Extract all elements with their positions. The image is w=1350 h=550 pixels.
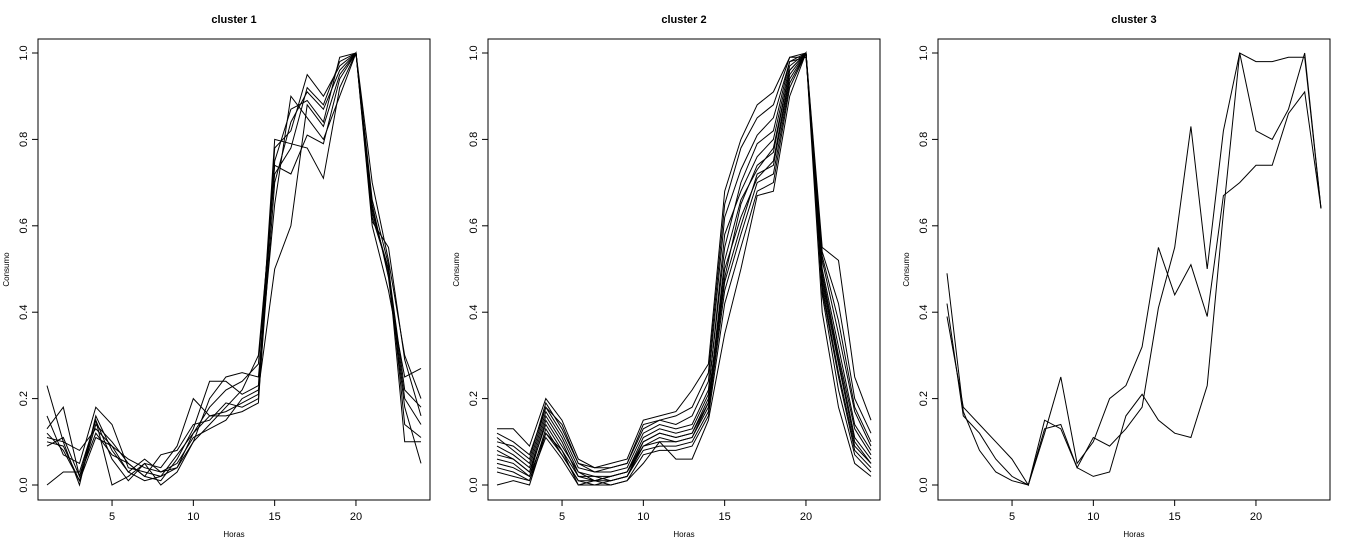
series-line-5 — [496, 51, 872, 482]
series-line-7 — [46, 52, 422, 482]
y-tick-label: 0.2 — [918, 391, 930, 406]
chart-title: cluster 2 — [661, 14, 706, 26]
x-tick-label: 10 — [1087, 511, 1099, 523]
x-axis-label: Horas — [1123, 530, 1144, 539]
x-tick-label: 10 — [637, 511, 649, 523]
x-tick-label: 20 — [800, 511, 812, 523]
y-tick-label: 0.8 — [468, 132, 480, 147]
y-tick-label: 0.4 — [468, 305, 480, 320]
y-axis-label: Consumo — [452, 252, 461, 287]
series-line-4 — [496, 51, 872, 482]
y-tick-label: 0.0 — [468, 477, 480, 492]
chart-title: cluster 3 — [1111, 14, 1156, 26]
series-line-1 — [46, 51, 422, 487]
y-tick-label: 0.8 — [918, 132, 930, 147]
x-tick-label: 15 — [269, 511, 281, 523]
y-tick-label: 0.0 — [18, 477, 30, 492]
plot-frame — [37, 38, 431, 501]
chart-panel-2: cluster 2 5 10 15 20 0.0 0.2 0.4 0.6 0.8 1.0 Horas C… — [452, 14, 881, 539]
x-tick-label: 10 — [187, 511, 199, 523]
chart-panel-1: cluster 1 5 10 15 20 0.0 0.2 0.4 0.6 0.8 1.0 Horas C… — [2, 14, 431, 539]
plot-frame — [937, 38, 1331, 501]
x-axis-label: Horas — [673, 530, 694, 539]
chart-panel-3: cluster 3 5 10 15 20 0.0 0.2 0.4 0.6 0.8 1.0 Horas C… — [902, 14, 1331, 539]
series-line-12 — [496, 56, 872, 469]
y-tick-label: 0.2 — [468, 391, 480, 406]
series-line-3 — [46, 52, 421, 486]
x-tick-label: 15 — [1169, 511, 1181, 523]
y-tick-label: 0.0 — [918, 477, 930, 492]
series-line-3 — [946, 52, 1322, 487]
y-tick-label: 0.6 — [468, 218, 480, 233]
series-line-2 — [46, 52, 422, 477]
series-line-1 — [497, 52, 872, 469]
series-line-3 — [496, 56, 872, 473]
y-axis-label: Consumo — [902, 252, 911, 287]
series-line-5 — [46, 51, 422, 482]
y-axis-label: Consumo — [2, 252, 11, 287]
x-tick-label: 20 — [350, 511, 362, 523]
series-line-10 — [496, 51, 872, 482]
x-tick-label: 5 — [1009, 511, 1015, 523]
y-tick-label: 0.4 — [18, 305, 30, 320]
x-tick-label: 5 — [559, 511, 565, 523]
x-tick-label: 20 — [1250, 511, 1262, 523]
chart-title: cluster 1 — [211, 14, 256, 26]
series-line-11 — [496, 51, 872, 482]
y-tick-label: 0.6 — [918, 218, 930, 233]
y-tick-label: 0.8 — [18, 132, 30, 147]
series-line-8 — [46, 51, 422, 482]
plot-frame — [487, 38, 881, 501]
x-axis-label: Horas — [223, 530, 244, 539]
series-line-6 — [46, 51, 422, 483]
y-tick-label: 0.6 — [18, 218, 30, 233]
x-tick-label: 5 — [109, 511, 115, 523]
series-line-7 — [496, 52, 872, 477]
y-tick-label: 0.4 — [918, 305, 930, 320]
y-tick-label: 0.2 — [18, 391, 30, 406]
x-tick-label: 15 — [719, 511, 731, 523]
series-line-2 — [946, 90, 1322, 486]
y-tick-label: 1.0 — [18, 45, 30, 60]
y-tick-label: 1.0 — [468, 45, 480, 60]
series-line-1 — [946, 52, 1322, 486]
y-tick-label: 1.0 — [918, 45, 930, 60]
